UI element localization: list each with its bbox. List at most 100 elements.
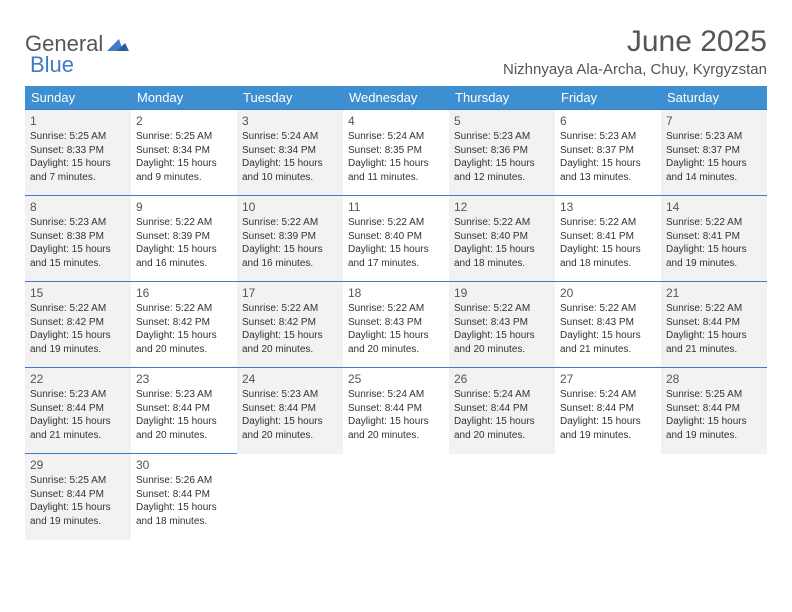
calendar-cell: 24Sunrise: 5:23 AMSunset: 8:44 PMDayligh… (237, 368, 343, 454)
day-number: 5 (454, 113, 550, 129)
cell-sunset: Sunset: 8:44 PM (348, 402, 444, 416)
cell-sunrise: Sunrise: 5:23 AM (560, 130, 656, 144)
month-title: June 2025 (503, 25, 767, 59)
cell-d1: Daylight: 15 hours (136, 501, 232, 515)
cell-sunrise: Sunrise: 5:22 AM (30, 302, 126, 316)
cell-sunrise: Sunrise: 5:23 AM (454, 130, 550, 144)
cell-sunset: Sunset: 8:34 PM (136, 144, 232, 158)
cell-d1: Daylight: 15 hours (30, 157, 126, 171)
cell-d2: and 20 minutes. (242, 343, 338, 357)
cell-d2: and 14 minutes. (666, 171, 762, 185)
cell-sunset: Sunset: 8:42 PM (242, 316, 338, 330)
cell-sunrise: Sunrise: 5:22 AM (348, 216, 444, 230)
col-monday: Monday (131, 86, 237, 110)
calendar-week: 22Sunrise: 5:23 AMSunset: 8:44 PMDayligh… (25, 368, 767, 454)
cell-d1: Daylight: 15 hours (242, 329, 338, 343)
calendar-cell: 19Sunrise: 5:22 AMSunset: 8:43 PMDayligh… (449, 282, 555, 368)
calendar-cell: 29Sunrise: 5:25 AMSunset: 8:44 PMDayligh… (25, 454, 131, 540)
cell-sunrise: Sunrise: 5:22 AM (666, 302, 762, 316)
day-number: 11 (348, 199, 444, 215)
cell-sunrise: Sunrise: 5:22 AM (666, 216, 762, 230)
cell-sunset: Sunset: 8:44 PM (666, 402, 762, 416)
day-number: 4 (348, 113, 444, 129)
cell-sunset: Sunset: 8:34 PM (242, 144, 338, 158)
day-number: 16 (136, 285, 232, 301)
day-number: 2 (136, 113, 232, 129)
cell-d2: and 19 minutes. (666, 257, 762, 271)
calendar-cell: 6Sunrise: 5:23 AMSunset: 8:37 PMDaylight… (555, 110, 661, 196)
day-number: 15 (30, 285, 126, 301)
calendar-week: 8Sunrise: 5:23 AMSunset: 8:38 PM Daylight… (25, 196, 767, 282)
cell-sunset: Sunset: 8:44 PM (30, 488, 126, 502)
calendar-cell: 28Sunrise: 5:25 AMSunset: 8:44 PMDayligh… (661, 368, 767, 454)
day-number: 9 (136, 199, 232, 215)
cell-sunrise: Sunrise: 5:23 AM (666, 130, 762, 144)
calendar-table: Sunday Monday Tuesday Wednesday Thursday… (25, 86, 767, 540)
cell-sunset: Sunset: 8:38 PM (30, 230, 126, 244)
cell-d1: Daylight: 15 hours (242, 243, 338, 257)
cell-sunrise: Sunrise: 5:25 AM (666, 388, 762, 402)
cell-sunset: Sunset: 8:41 PM (666, 230, 762, 244)
cell-d1: Daylight: 15 hours (242, 415, 338, 429)
cell-sunset: Sunset: 8:33 PM (30, 144, 126, 158)
calendar-cell: 30Sunrise: 5:26 AMSunset: 8:44 PMDayligh… (131, 454, 237, 540)
calendar-cell: 11Sunrise: 5:22 AMSunset: 8:40 PMDayligh… (343, 196, 449, 282)
cell-sunset: Sunset: 8:44 PM (136, 402, 232, 416)
day-number: 25 (348, 371, 444, 387)
day-number: 10 (242, 199, 338, 215)
cell-sunset: Sunset: 8:39 PM (242, 230, 338, 244)
cell-sunrise: Sunrise: 5:22 AM (136, 302, 232, 316)
logo-icon (107, 35, 129, 53)
location-text: Nizhnyaya Ala-Archa, Chuy, Kyrgyzstan (503, 61, 767, 78)
cell-d1: Daylight: 15 hours (666, 243, 762, 257)
cell-sunrise: Sunrise: 5:22 AM (560, 216, 656, 230)
cell-d1: Daylight: 15 hours (560, 329, 656, 343)
cell-sunrise: Sunrise: 5:23 AM (30, 216, 126, 230)
cell-sunrise: Sunrise: 5:23 AM (30, 388, 126, 402)
day-number: 18 (348, 285, 444, 301)
calendar-cell: 13Sunrise: 5:22 AMSunset: 8:41 PMDayligh… (555, 196, 661, 282)
calendar-cell: 25Sunrise: 5:24 AMSunset: 8:44 PMDayligh… (343, 368, 449, 454)
cell-sunset: Sunset: 8:42 PM (136, 316, 232, 330)
cell-sunrise: Sunrise: 5:22 AM (454, 216, 550, 230)
calendar-cell: 15Sunrise: 5:22 AMSunset: 8:42 PMDayligh… (25, 282, 131, 368)
cell-d1: Daylight: 15 hours (30, 329, 126, 343)
cell-d2: and 18 minutes. (454, 257, 550, 271)
day-number: 12 (454, 199, 550, 215)
logo-text-2: Blue (30, 52, 74, 78)
cell-sunrise: Sunrise: 5:22 AM (136, 216, 232, 230)
cell-d1: Daylight: 15 hours (136, 415, 232, 429)
calendar-cell (555, 454, 661, 540)
cell-d1: Daylight: 15 hours (30, 501, 126, 515)
cell-sunset: Sunset: 8:43 PM (454, 316, 550, 330)
cell-sunrise: Sunrise: 5:23 AM (136, 388, 232, 402)
day-number: 8 (30, 199, 126, 215)
cell-d2: and 19 minutes. (30, 343, 126, 357)
calendar-page: General June 2025 Nizhnyaya Ala-Archa, C… (0, 0, 792, 540)
calendar-cell (449, 454, 555, 540)
calendar-cell (237, 454, 343, 540)
col-friday: Friday (555, 86, 661, 110)
cell-sunrise: Sunrise: 5:25 AM (30, 474, 126, 488)
calendar-cell: 7Sunrise: 5:23 AMSunset: 8:37 PMDaylight… (661, 110, 767, 196)
cell-sunset: Sunset: 8:43 PM (560, 316, 656, 330)
cell-d2: and 10 minutes. (242, 171, 338, 185)
calendar-cell: 10Sunrise: 5:22 AMSunset: 8:39 PMDayligh… (237, 196, 343, 282)
day-number: 19 (454, 285, 550, 301)
day-number: 13 (560, 199, 656, 215)
cell-sunset: Sunset: 8:36 PM (454, 144, 550, 158)
cell-d2: and 18 minutes. (136, 515, 232, 529)
day-number: 30 (136, 457, 232, 473)
day-number: 26 (454, 371, 550, 387)
cell-sunrise: Sunrise: 5:22 AM (348, 302, 444, 316)
header-row-days: Sunday Monday Tuesday Wednesday Thursday… (25, 86, 767, 110)
cell-sunrise: Sunrise: 5:22 AM (560, 302, 656, 316)
cell-sunrise: Sunrise: 5:22 AM (242, 216, 338, 230)
cell-d2: and 12 minutes. (454, 171, 550, 185)
col-tuesday: Tuesday (237, 86, 343, 110)
day-number: 21 (666, 285, 762, 301)
cell-d2: and 19 minutes. (560, 429, 656, 443)
cell-sunset: Sunset: 8:44 PM (30, 402, 126, 416)
day-number: 28 (666, 371, 762, 387)
cell-d1: Daylight: 15 hours (136, 157, 232, 171)
